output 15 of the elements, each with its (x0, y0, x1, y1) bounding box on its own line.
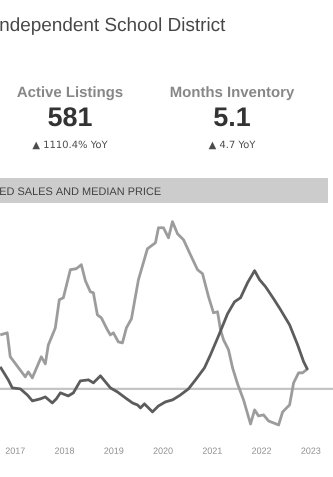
text: 5.1 (214, 107, 250, 126)
text: ndependent School District (0, 17, 226, 35)
x-tick-label: 2022 (252, 448, 272, 454)
text: Active Listings (17, 86, 123, 100)
text: ▲ 1110.4% YoY (32, 140, 108, 150)
x-tick-label: 2021 (202, 448, 222, 454)
x-tick-label: 2017 (6, 448, 25, 454)
x-tick-label: 2019 (104, 448, 124, 454)
chart-title: ED SALES AND MEDIAN PRICE (0, 187, 161, 196)
text: 581 (48, 107, 92, 126)
x-tick-label: 2020 (154, 448, 173, 454)
x-tick-label: 2018 (55, 448, 74, 454)
text: Months Inventory (170, 86, 294, 100)
x-tick-label: 2023 (301, 448, 320, 454)
text: ▲ 4.7 YoY (208, 140, 256, 150)
